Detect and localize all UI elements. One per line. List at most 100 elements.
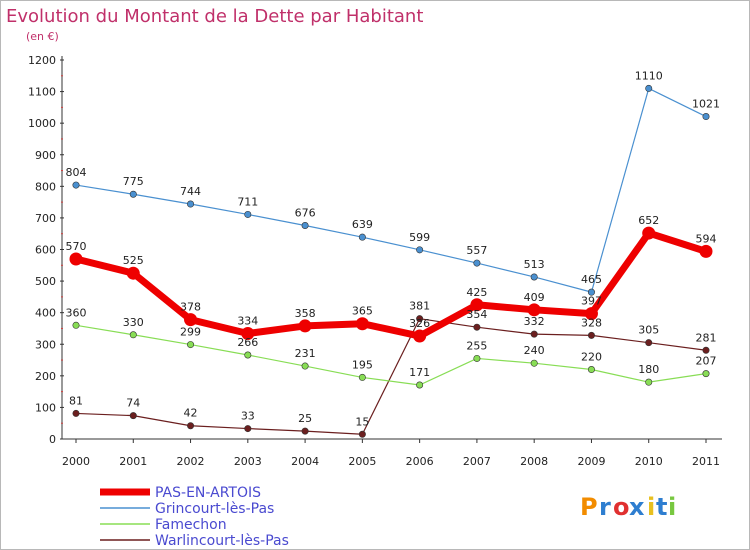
y-tick-label: 1100 bbox=[28, 86, 56, 99]
y-tick-label: 400 bbox=[35, 307, 56, 320]
data-label: 330 bbox=[123, 316, 144, 329]
data-label: 775 bbox=[123, 175, 144, 188]
data-label: 281 bbox=[696, 331, 717, 344]
data-label: 409 bbox=[524, 291, 545, 304]
legend-label: Warlincourt-lès-Pas bbox=[155, 533, 289, 549]
logo-letter: x bbox=[629, 493, 645, 521]
data-point bbox=[72, 409, 80, 417]
data-point bbox=[187, 341, 195, 349]
data-label: 266 bbox=[237, 336, 258, 349]
x-tick-label: 2008 bbox=[520, 455, 548, 468]
logo-letter: t bbox=[656, 493, 667, 521]
y-tick-label: 300 bbox=[35, 338, 56, 351]
data-point bbox=[129, 412, 137, 420]
data-point bbox=[527, 303, 541, 317]
x-tick-label: 2006 bbox=[406, 455, 434, 468]
data-label: 354 bbox=[466, 308, 487, 321]
data-point bbox=[358, 373, 366, 381]
data-label: 81 bbox=[69, 394, 83, 407]
logo-letter: i bbox=[668, 493, 676, 521]
data-label: 255 bbox=[466, 339, 487, 352]
data-point bbox=[184, 313, 198, 327]
data-label: 1110 bbox=[635, 69, 663, 82]
data-point bbox=[530, 273, 538, 281]
data-label: 180 bbox=[638, 363, 659, 376]
data-label: 513 bbox=[524, 258, 545, 271]
data-label: 397 bbox=[581, 295, 602, 308]
data-label: 378 bbox=[180, 301, 201, 314]
data-point bbox=[416, 246, 424, 254]
data-point bbox=[301, 427, 309, 435]
data-label: 326 bbox=[409, 317, 430, 330]
data-point bbox=[645, 339, 653, 347]
y-tick-label: 600 bbox=[35, 244, 56, 257]
chart-title: Evolution du Montant de la Dette par Hab… bbox=[6, 6, 423, 27]
data-point bbox=[358, 430, 366, 438]
data-point bbox=[244, 425, 252, 433]
logo-letter: o bbox=[613, 493, 630, 521]
data-point bbox=[358, 233, 366, 241]
data-label: 639 bbox=[352, 218, 373, 231]
data-point bbox=[470, 298, 484, 312]
data-point bbox=[645, 84, 653, 92]
data-point bbox=[702, 346, 710, 354]
data-label: 1021 bbox=[692, 98, 720, 111]
y-tick-label: 500 bbox=[35, 275, 56, 288]
data-point bbox=[187, 200, 195, 208]
data-label: 299 bbox=[180, 326, 201, 339]
axes: 0 100 200 300 400 500 600 700 800 900 1000 1100 1200… bbox=[28, 54, 722, 468]
legend-label: Grincourt-lès-Pas bbox=[155, 501, 274, 517]
y-tick-label: 1200 bbox=[28, 54, 56, 67]
x-tick-label: 2001 bbox=[119, 455, 147, 468]
data-label: 711 bbox=[237, 195, 258, 208]
data-label: 42 bbox=[184, 407, 198, 420]
data-label: 804 bbox=[66, 166, 87, 179]
data-label: 25 bbox=[298, 412, 312, 425]
data-point bbox=[244, 210, 252, 218]
data-point bbox=[587, 288, 595, 296]
data-label: 652 bbox=[638, 214, 659, 227]
data-label: 557 bbox=[466, 244, 487, 257]
data-point bbox=[530, 359, 538, 367]
data-point bbox=[702, 113, 710, 121]
x-tick-label: 2009 bbox=[577, 455, 605, 468]
data-point bbox=[416, 381, 424, 389]
data-labels-layer: 570 525 378 334 358 365 326 425 409 397 652 594 804 7… bbox=[66, 69, 721, 428]
data-label: 305 bbox=[638, 324, 659, 337]
data-point bbox=[244, 351, 252, 359]
data-point bbox=[645, 378, 653, 386]
logo-letter: r bbox=[599, 493, 611, 521]
data-point bbox=[587, 331, 595, 339]
legend-label: PAS-EN-ARTOIS bbox=[155, 485, 261, 501]
legend-label: Famechon bbox=[155, 517, 227, 533]
data-label: 381 bbox=[409, 300, 430, 313]
data-point bbox=[241, 327, 255, 341]
data-point bbox=[416, 315, 424, 323]
data-label: 332 bbox=[524, 315, 545, 328]
data-label: 231 bbox=[295, 347, 316, 360]
data-point bbox=[584, 307, 598, 321]
data-point bbox=[301, 221, 309, 229]
data-label: 525 bbox=[123, 254, 144, 267]
series-layer bbox=[69, 84, 713, 438]
data-label: 570 bbox=[66, 240, 87, 253]
x-tick-label: 2005 bbox=[348, 455, 376, 468]
series-line bbox=[75, 229, 708, 340]
data-point bbox=[72, 321, 80, 329]
data-label: 599 bbox=[409, 231, 430, 244]
data-point bbox=[702, 370, 710, 378]
x-tick-label: 2004 bbox=[291, 455, 319, 468]
series-line bbox=[75, 324, 707, 386]
data-label: 334 bbox=[237, 315, 258, 328]
data-point bbox=[473, 354, 481, 362]
data-label: 594 bbox=[696, 232, 717, 245]
data-point bbox=[126, 266, 140, 280]
data-label: 220 bbox=[581, 351, 602, 364]
data-point bbox=[699, 244, 713, 258]
data-point bbox=[530, 330, 538, 338]
data-point bbox=[642, 226, 656, 240]
x-tick-label: 2007 bbox=[463, 455, 491, 468]
x-tick-label: 2002 bbox=[177, 455, 205, 468]
data-label: 328 bbox=[581, 316, 602, 329]
